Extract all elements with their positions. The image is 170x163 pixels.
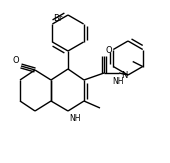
Text: O: O	[12, 56, 19, 65]
Text: NH: NH	[69, 114, 81, 123]
Text: Br: Br	[53, 14, 63, 23]
Text: O: O	[105, 46, 112, 55]
Text: NH: NH	[112, 77, 124, 86]
Text: N: N	[121, 71, 127, 80]
